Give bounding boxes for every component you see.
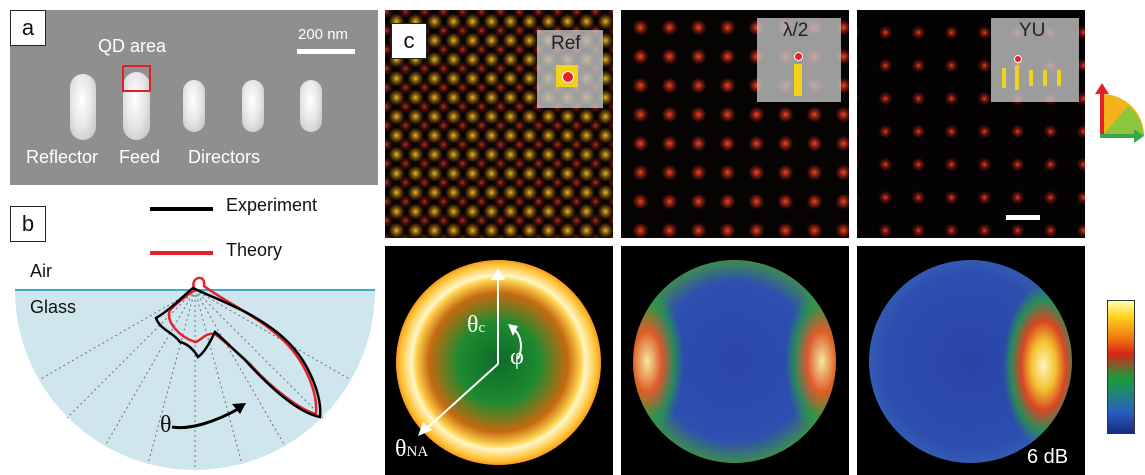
inset-half-wave-label: λ/2 bbox=[783, 20, 809, 41]
experiment-curve bbox=[154, 286, 322, 419]
bfp-pattern-half-wave bbox=[633, 260, 836, 463]
reflector-rod bbox=[70, 74, 96, 140]
inset-yagi-uda: YU bbox=[991, 18, 1079, 102]
inset-yagi-uda-label: YU bbox=[1019, 20, 1046, 41]
legend-experiment-label: Experiment bbox=[226, 195, 318, 215]
glass-label: Glass bbox=[30, 297, 77, 317]
bfp-image-ref: θc φ θNA bbox=[385, 246, 613, 475]
scalebar-label: 200 nm bbox=[298, 26, 349, 43]
director-rod-3 bbox=[300, 80, 322, 132]
panel-label-c: c bbox=[391, 23, 427, 59]
qd-area-box bbox=[122, 65, 151, 92]
director-rod-1 bbox=[183, 80, 205, 132]
bfp-image-yagi-uda: 6 dB bbox=[857, 246, 1085, 475]
yu-director-bar-3 bbox=[1057, 70, 1061, 86]
panel-label-b: b bbox=[10, 206, 46, 242]
inset-ref: Ref bbox=[537, 30, 603, 108]
fluorescence-image-ref: c Ref bbox=[385, 10, 613, 238]
radiation-pattern-panel-b: b Experiment Theory Air Glass θ bbox=[10, 192, 380, 470]
panel-label-a: a bbox=[10, 10, 46, 46]
fluorescence-image-yagi-uda: YU bbox=[857, 10, 1085, 238]
directors-label: Directors bbox=[188, 147, 261, 167]
sem-image-panel-a: a QD area 200 nm Reflector Feed Director… bbox=[10, 10, 378, 185]
qd-dot-icon bbox=[562, 71, 574, 83]
feed-label: Feed bbox=[119, 147, 161, 167]
yu-reflector-bar bbox=[1002, 68, 1006, 88]
bfp-pattern-yagi-uda bbox=[869, 260, 1072, 463]
db-label: 6 dB bbox=[1027, 446, 1069, 468]
angle-gridlines bbox=[38, 289, 352, 470]
reflector-label: Reflector bbox=[26, 147, 99, 167]
radiation-pattern-plot bbox=[15, 207, 375, 470]
theta-c-label: θc bbox=[467, 312, 486, 338]
yu-director-bar-1 bbox=[1029, 70, 1033, 86]
scalebar bbox=[297, 49, 355, 54]
theta-arrow bbox=[171, 406, 241, 430]
qd-dot-icon bbox=[1014, 55, 1022, 63]
qd-dot-icon bbox=[794, 52, 803, 61]
bfp-image-half-wave bbox=[621, 246, 849, 475]
theta-na-label: θNA bbox=[395, 436, 429, 462]
qd-area-label: QD area bbox=[98, 36, 167, 56]
colorbar bbox=[1107, 300, 1135, 434]
polarization-icon bbox=[1095, 83, 1144, 143]
bfp-annotation-arrows bbox=[418, 268, 522, 436]
inset-half-wave: λ/2 bbox=[757, 18, 841, 102]
phi-label: φ bbox=[510, 344, 524, 370]
fluorescence-image-half-wave: λ/2 bbox=[621, 10, 849, 238]
theta-label: θ bbox=[160, 412, 172, 438]
dipole-antenna-bar bbox=[794, 64, 802, 96]
legend-theory-label: Theory bbox=[226, 240, 283, 260]
image-scalebar bbox=[1006, 215, 1040, 220]
yu-director-bar-2 bbox=[1043, 70, 1047, 86]
feed-rod bbox=[123, 72, 150, 140]
theta-arrowhead bbox=[232, 403, 246, 414]
air-label: Air bbox=[30, 261, 52, 281]
yu-feed-bar bbox=[1015, 66, 1019, 90]
director-rod-2 bbox=[242, 80, 264, 132]
inset-ref-label: Ref bbox=[551, 33, 581, 54]
